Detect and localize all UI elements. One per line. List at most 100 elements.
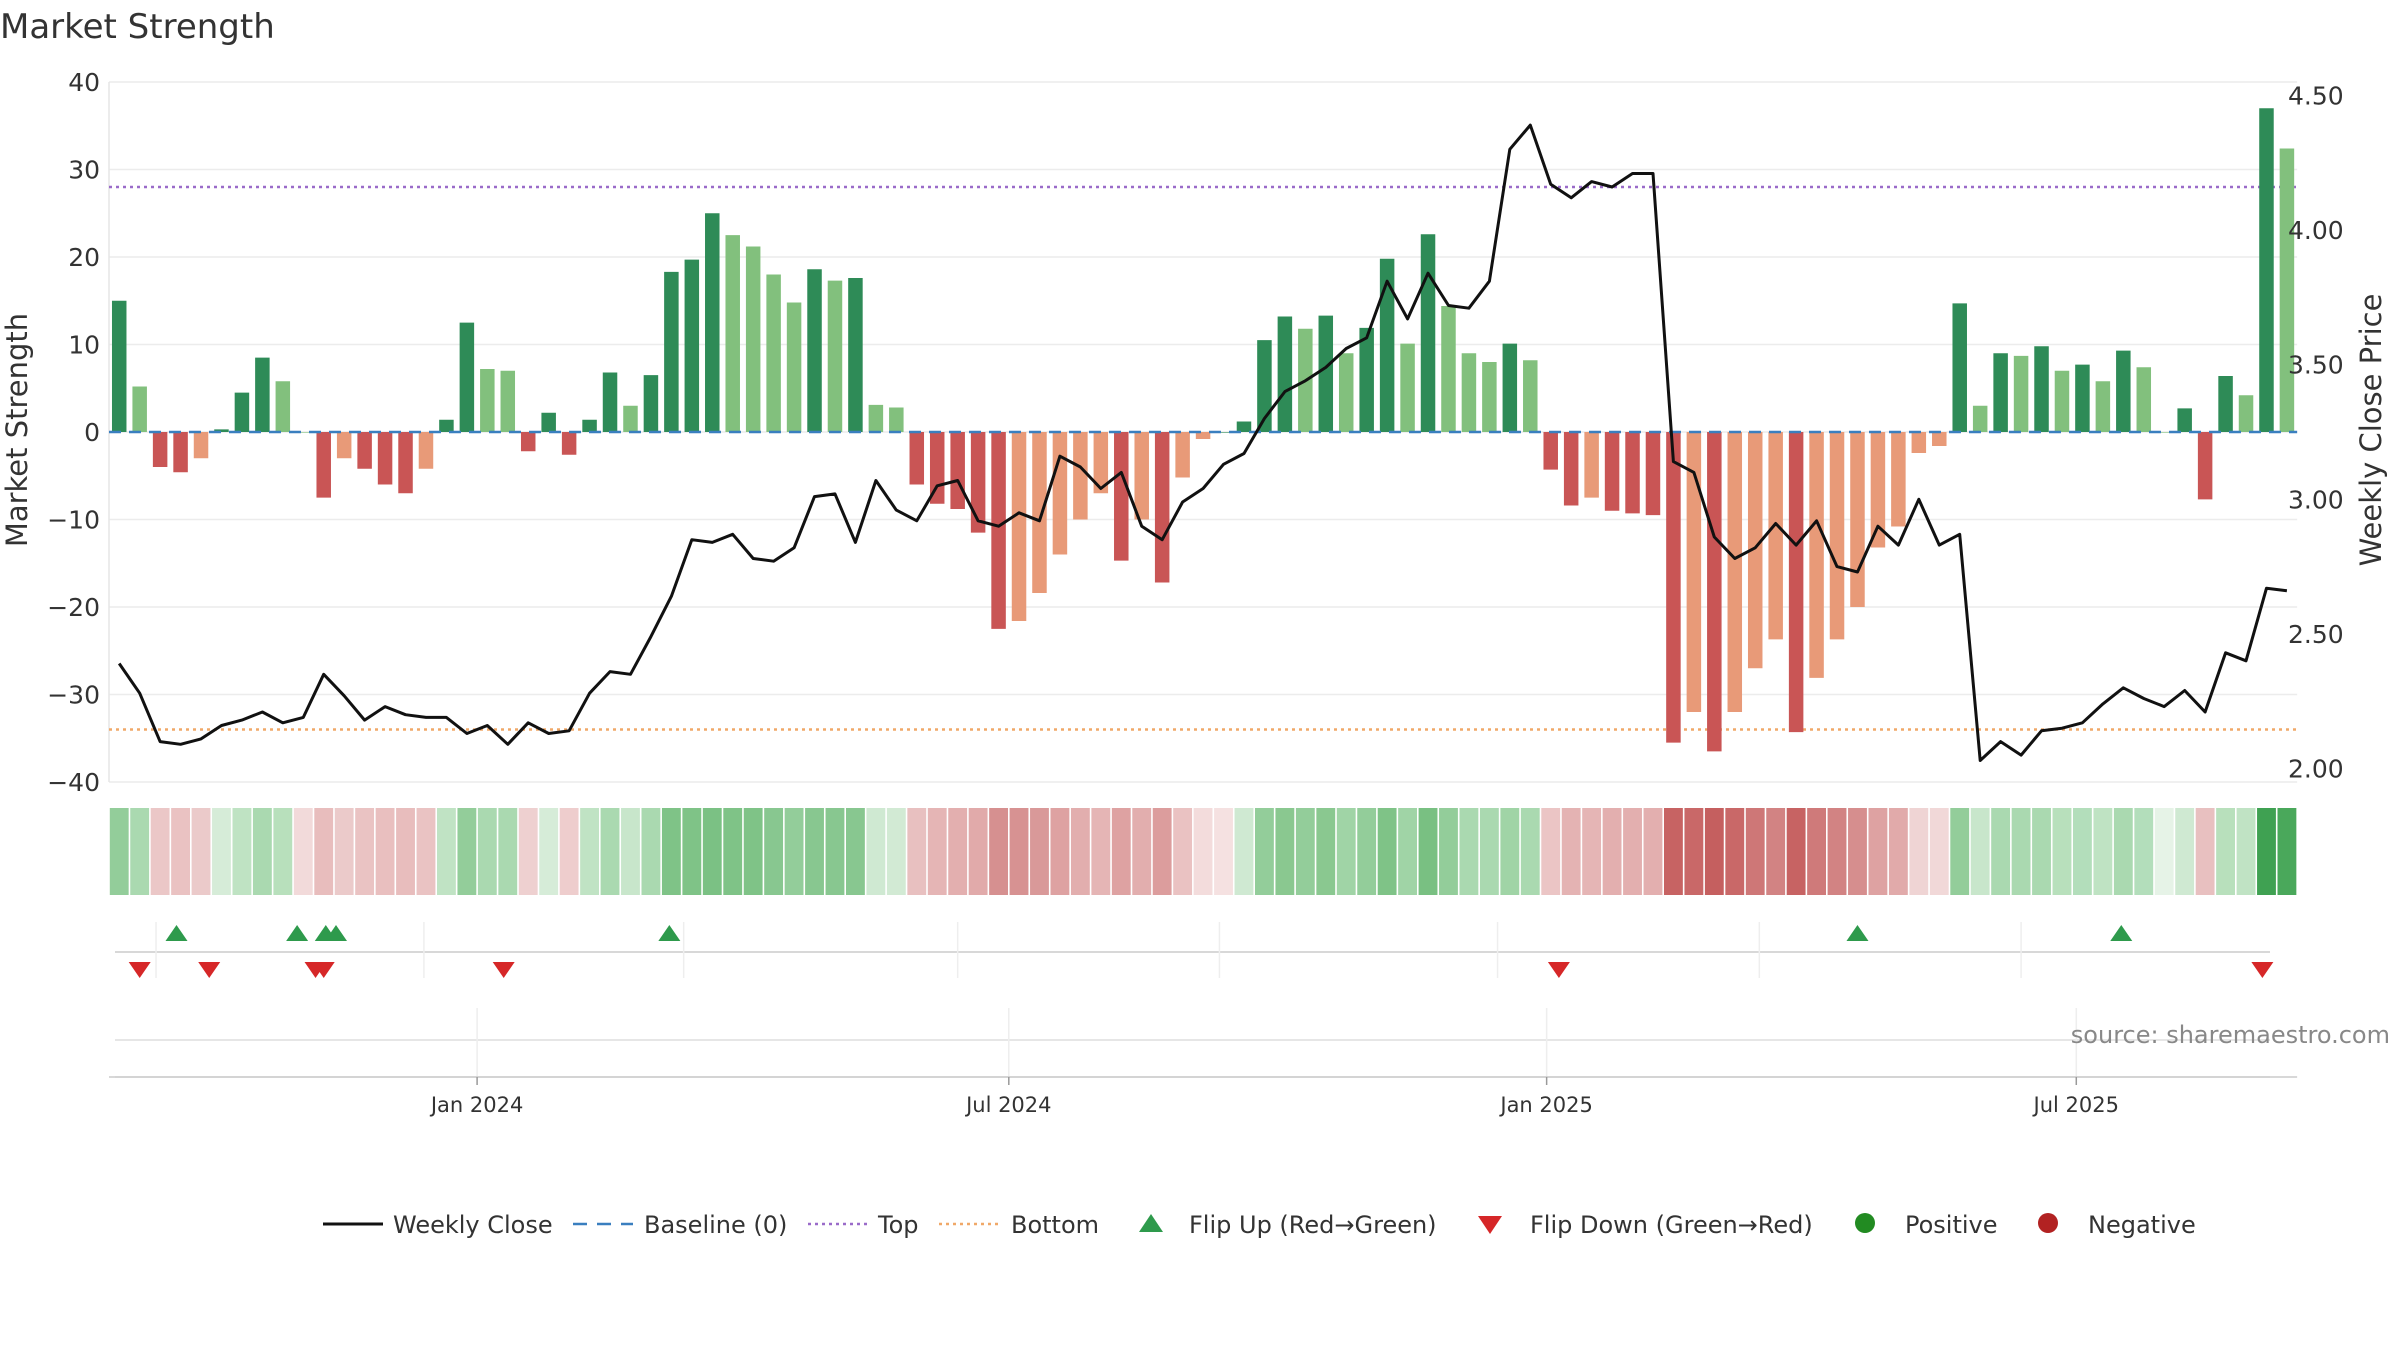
legend-item-dot-orange: Bottom xyxy=(939,1211,1099,1239)
heat-cell xyxy=(1950,808,1970,895)
legend-item-tri-down: Flip Down (Green→Red) xyxy=(1478,1211,1813,1239)
legend: Weekly Close Baseline (0) Top Bottom Flip Up… xyxy=(323,1211,2196,1239)
heat-cell xyxy=(150,808,170,895)
heat-cell xyxy=(293,808,313,895)
strength-bar xyxy=(1850,432,1865,607)
strength-bar xyxy=(2279,148,2295,432)
strength-bar xyxy=(950,432,965,509)
strength-bar xyxy=(1195,432,1211,439)
heat-cell xyxy=(2277,808,2297,895)
heat-cell xyxy=(1377,808,1397,895)
strength-bar xyxy=(1686,432,1702,712)
heat-cell xyxy=(580,808,599,895)
heat-cell xyxy=(518,808,538,895)
heat-cell xyxy=(1255,808,1274,895)
heat-cell xyxy=(2154,808,2174,895)
heat-cell xyxy=(907,808,927,895)
weekly-close-line xyxy=(117,123,2288,762)
strength-bar xyxy=(418,432,434,469)
strength-bar xyxy=(1154,432,1170,583)
heat-cell xyxy=(1070,808,1090,895)
heat-cell xyxy=(1582,808,1602,895)
strength-bar xyxy=(357,432,372,469)
date-axis: Jan 2024 Jul 2024 Jan 2025 Jul 2025 xyxy=(109,1076,2298,1117)
strength-bar xyxy=(2075,364,2090,432)
heat-cell xyxy=(1602,808,1622,895)
strength-bar xyxy=(377,432,393,485)
heat-cell xyxy=(355,808,375,895)
heat-cell xyxy=(1459,808,1479,895)
legend-item-tri-up: Flip Up (Red→Green) xyxy=(1139,1211,1437,1239)
strength-bar xyxy=(725,235,740,432)
left-tick-label: 20 xyxy=(68,243,100,272)
strength-bar xyxy=(909,432,925,485)
heat-cell xyxy=(1479,808,1499,895)
strength-bar xyxy=(1911,432,1927,453)
heat-cell xyxy=(1541,808,1561,895)
strength-bar xyxy=(1236,421,1252,432)
heat-cell xyxy=(437,808,456,895)
heat-cell xyxy=(1868,808,1888,895)
legend-label: Positive xyxy=(1905,1211,1998,1239)
strength-bar xyxy=(1891,432,1906,527)
heat-cell xyxy=(2195,808,2215,895)
heat-cell xyxy=(1766,808,1786,895)
legend-label: Baseline (0) xyxy=(644,1211,787,1239)
strength-bar xyxy=(1809,432,1824,678)
heat-cell xyxy=(171,808,190,895)
date-tick-label: Jan 2024 xyxy=(429,1093,524,1117)
heat-cell xyxy=(314,808,334,895)
strength-bar xyxy=(1563,432,1579,506)
heat-strip xyxy=(109,808,2297,895)
flip-up-marker xyxy=(165,925,188,941)
heat-cell xyxy=(1336,808,1356,895)
legend-label: Top xyxy=(877,1211,919,1239)
strength-bar xyxy=(745,246,761,432)
heat-cell xyxy=(866,808,886,895)
strength-bar xyxy=(193,432,209,459)
flip-up-marker xyxy=(658,925,681,941)
strength-bar xyxy=(643,375,659,432)
flip-up-marker xyxy=(1846,925,1869,941)
heat-cell xyxy=(1357,808,1377,895)
heat-cell xyxy=(621,808,640,895)
heat-cell xyxy=(1275,808,1295,895)
right-tick-label: 4.00 xyxy=(2288,216,2344,245)
strength-bar xyxy=(1645,432,1661,516)
heat-cell xyxy=(457,808,477,895)
flip-panel xyxy=(115,922,2274,978)
strength-bar xyxy=(582,419,597,432)
left-tick-label: 40 xyxy=(68,68,100,97)
strength-bar xyxy=(1707,432,1722,752)
heat-cell xyxy=(2257,808,2276,895)
strength-bar xyxy=(1011,432,1027,621)
dot-panel: source: sharemaestro.com xyxy=(115,1008,2390,1078)
strength-bar xyxy=(111,300,127,432)
left-tick-label: −10 xyxy=(47,506,100,535)
flip-up-marker xyxy=(324,925,347,941)
strength-bar xyxy=(1461,353,1477,432)
heat-cell xyxy=(1827,808,1847,895)
heat-cell xyxy=(1684,808,1704,895)
heat-cell xyxy=(784,808,804,895)
heat-cell xyxy=(1234,808,1254,895)
heat-cell xyxy=(1623,808,1642,895)
weekly-close-polyline xyxy=(117,123,2288,762)
heat-cell xyxy=(1786,808,1806,895)
flip-panel-grid xyxy=(115,922,2270,978)
right-tick-label: 2.50 xyxy=(2288,620,2344,649)
strength-bar xyxy=(152,432,168,467)
strength-bar xyxy=(2197,432,2213,500)
strength-bar xyxy=(2054,370,2070,432)
left-tick-label: −20 xyxy=(47,593,100,622)
heat-cell xyxy=(682,808,702,895)
chart-title: Market Strength xyxy=(0,7,275,47)
heat-cell xyxy=(477,808,497,895)
strength-bar xyxy=(2177,408,2192,432)
left-tick-label: 10 xyxy=(68,331,100,360)
heat-cell xyxy=(1991,808,2011,895)
strength-bar xyxy=(766,274,781,432)
legend-label: Flip Up (Red→Green) xyxy=(1189,1211,1437,1239)
flip-markers xyxy=(128,925,2274,978)
strength-bar xyxy=(2156,432,2172,433)
